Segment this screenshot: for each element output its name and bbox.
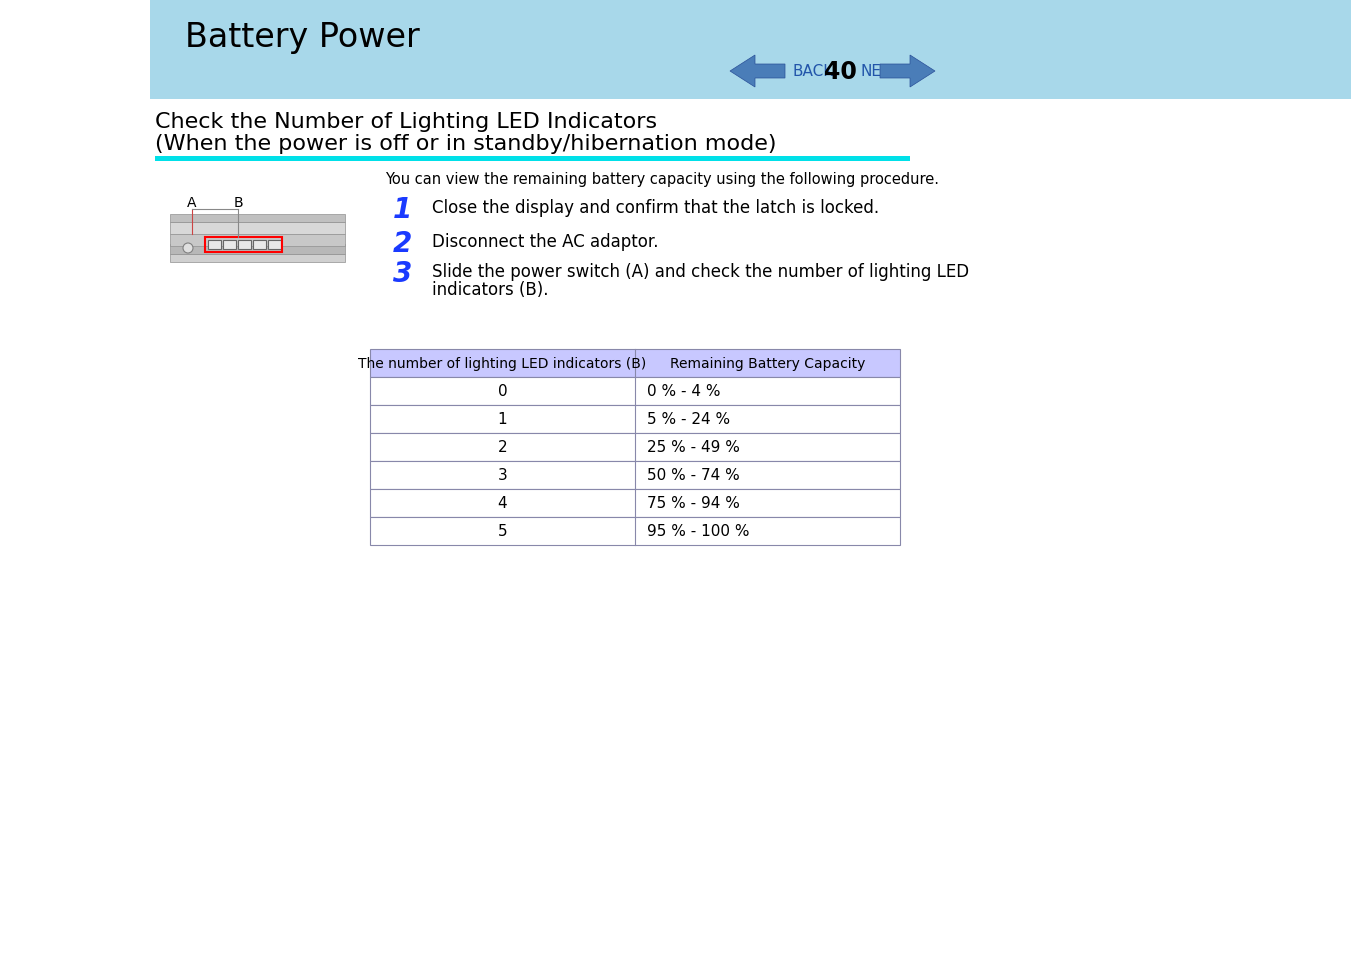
Text: 95 % - 100 %: 95 % - 100 %: [647, 524, 750, 539]
Text: 5 % - 24 %: 5 % - 24 %: [647, 412, 730, 427]
FancyBboxPatch shape: [170, 234, 345, 247]
Text: NEXT: NEXT: [861, 65, 901, 79]
FancyBboxPatch shape: [0, 0, 1351, 100]
Text: 4: 4: [497, 496, 508, 511]
Text: Remaining Battery Capacity: Remaining Battery Capacity: [670, 356, 865, 371]
Text: 1: 1: [497, 412, 508, 427]
FancyBboxPatch shape: [170, 254, 345, 263]
Text: 50 % - 74 %: 50 % - 74 %: [647, 468, 740, 483]
Text: indicators (B).: indicators (B).: [432, 281, 549, 298]
Circle shape: [182, 244, 193, 253]
Text: Slide the power switch (A) and check the number of lighting LED: Slide the power switch (A) and check the…: [432, 263, 969, 281]
FancyBboxPatch shape: [253, 241, 266, 250]
FancyBboxPatch shape: [238, 241, 251, 250]
Text: 3: 3: [393, 260, 412, 288]
FancyBboxPatch shape: [170, 223, 345, 234]
Text: 2: 2: [393, 230, 412, 257]
Text: Close the display and confirm that the latch is locked.: Close the display and confirm that the l…: [432, 199, 880, 216]
Polygon shape: [730, 56, 785, 88]
Text: 2: 2: [497, 440, 508, 455]
FancyBboxPatch shape: [170, 245, 345, 254]
FancyBboxPatch shape: [0, 100, 1351, 953]
Text: (When the power is off or in standby/hibernation mode): (When the power is off or in standby/hib…: [155, 133, 777, 153]
Text: A: A: [188, 195, 197, 210]
Polygon shape: [880, 56, 935, 88]
Text: 40: 40: [824, 60, 857, 84]
FancyBboxPatch shape: [155, 157, 911, 162]
Text: 0 % - 4 %: 0 % - 4 %: [647, 384, 720, 399]
Text: 25 % - 49 %: 25 % - 49 %: [647, 440, 740, 455]
Text: 3: 3: [497, 468, 508, 483]
FancyBboxPatch shape: [267, 241, 281, 250]
Text: B: B: [234, 195, 243, 210]
Text: The number of lighting LED indicators (B): The number of lighting LED indicators (B…: [358, 356, 647, 371]
Text: 75 % - 94 %: 75 % - 94 %: [647, 496, 740, 511]
FancyBboxPatch shape: [370, 350, 900, 377]
FancyBboxPatch shape: [370, 517, 900, 545]
FancyBboxPatch shape: [150, 0, 1351, 100]
Text: 5: 5: [497, 524, 508, 539]
FancyBboxPatch shape: [170, 214, 345, 223]
Text: Battery Power: Battery Power: [185, 22, 420, 54]
FancyBboxPatch shape: [208, 241, 222, 250]
Text: 1: 1: [393, 195, 412, 224]
Text: Check the Number of Lighting LED Indicators: Check the Number of Lighting LED Indicat…: [155, 112, 657, 132]
Text: Disconnect the AC adaptor.: Disconnect the AC adaptor.: [432, 233, 658, 251]
FancyBboxPatch shape: [370, 377, 900, 406]
FancyBboxPatch shape: [370, 461, 900, 490]
Text: You can view the remaining battery capacity using the following procedure.: You can view the remaining battery capac…: [385, 172, 939, 187]
FancyBboxPatch shape: [223, 241, 236, 250]
Text: BACK: BACK: [793, 65, 835, 79]
FancyBboxPatch shape: [370, 406, 900, 434]
FancyBboxPatch shape: [370, 434, 900, 461]
Text: 0: 0: [497, 384, 508, 399]
FancyBboxPatch shape: [370, 490, 900, 517]
